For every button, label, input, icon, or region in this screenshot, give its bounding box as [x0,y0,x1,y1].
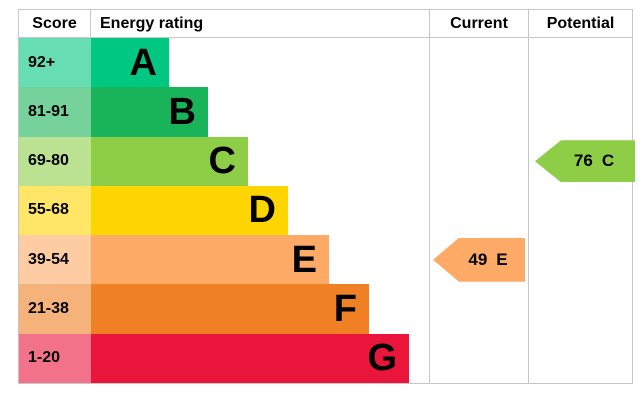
header-current: Current [429,10,528,37]
band-score-cell: 1-20 [19,333,91,383]
band-letter: E [291,238,317,281]
band-bar: B [91,87,208,137]
header-energy-rating: Energy rating [100,14,204,32]
potential-arrow: 76 C [535,140,635,183]
header-potential: Potential [528,10,632,37]
current-column: 49 E [429,38,528,383]
band-score-range: 81-91 [28,102,69,120]
band-letter: G [367,337,397,380]
current-arrow: 49 E [433,237,525,282]
band-score-range: 55-68 [28,201,69,219]
band-row: 1-20 G [19,333,429,383]
band-bar: E [91,235,329,285]
band-score-range: 21-38 [28,300,69,318]
band-score-cell: 81-91 [19,87,91,137]
band-score-range: 69-80 [28,152,69,170]
current-value: 49 [468,249,488,269]
band-row: 21-38 F [19,284,429,334]
potential-band-letter: C [601,151,615,171]
band-letter: A [129,41,157,84]
band-letter: D [248,189,276,232]
band-score-range: 92+ [28,53,56,71]
band-score-range: 1-20 [28,349,61,367]
band-letter: C [208,140,236,183]
band-bar: F [91,284,369,334]
header-row: Score Energy rating Current Potential [19,10,632,38]
band-row: 39-54 E [19,235,429,285]
band-letter: B [168,90,196,133]
band-rows: 92+ A 81-91 B 69-80 C 55-68 D 39-54 [19,38,429,383]
band-bar: A [91,38,169,88]
chart-body: 92+ A 81-91 B 69-80 C 55-68 D 39-54 [19,38,635,383]
band-row: 69-80 C [19,136,429,186]
potential-column: 76 C [528,38,635,383]
potential-value: 76 [573,151,593,171]
band-bar: D [91,185,288,236]
band-bar: C [91,136,248,186]
current-band-letter: E [496,249,508,269]
band-row: 81-91 B [19,87,429,137]
band-score-cell: 21-38 [19,284,91,334]
band-score-range: 39-54 [28,250,69,268]
header-score: Score [19,10,91,37]
band-row: 55-68 D [19,185,429,236]
epc-rating-chart: Score Energy rating Current Potential 92… [18,9,635,384]
band-letter: F [333,288,357,331]
band-score-cell: 69-80 [19,136,91,186]
band-score-cell: 55-68 [19,185,91,236]
band-score-cell: 92+ [19,38,91,88]
band-score-cell: 39-54 [19,235,91,285]
band-bar: G [91,333,409,383]
band-row: 92+ A [19,38,429,88]
